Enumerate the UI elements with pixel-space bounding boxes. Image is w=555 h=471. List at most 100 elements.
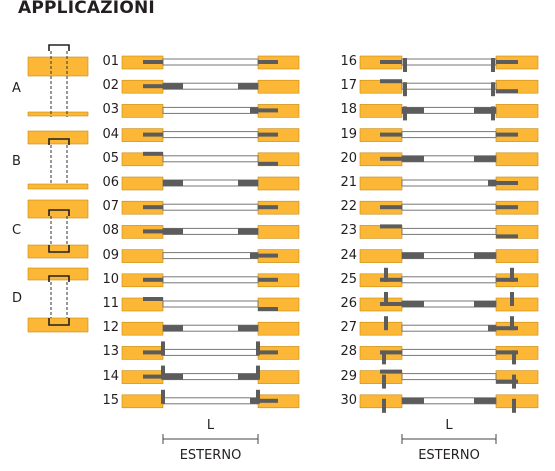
left-hinge-plate — [380, 79, 402, 84]
left-hinge-arm — [402, 107, 424, 114]
left-hinge-plate — [143, 151, 163, 156]
right-vertical-hinge — [510, 292, 514, 306]
left-hinge-arm — [402, 301, 424, 307]
right-frame-block — [495, 297, 539, 312]
left-dimension — [162, 434, 259, 444]
bottom-hinge-outline — [48, 318, 70, 326]
configuration-number: 01 — [102, 54, 119, 69]
door-panel — [401, 58, 497, 66]
right-frame-block — [257, 225, 300, 239]
door-panel — [401, 324, 497, 332]
configuration-number: 27 — [340, 320, 357, 336]
right-hinge-plate — [258, 350, 278, 355]
configuration-04 — [121, 128, 300, 142]
left-vertical-hinge — [161, 341, 165, 356]
door-panel — [401, 373, 497, 381]
left-hinge-plate — [380, 132, 402, 137]
configuration-number: 11 — [102, 296, 119, 311]
right-frame-block — [257, 79, 300, 94]
left-vertical-hinge — [161, 365, 165, 380]
right-hinge-plate — [496, 326, 518, 331]
left-frame-block — [359, 321, 403, 336]
left-hinge-plate — [143, 60, 163, 64]
page-title: APPLICAZIONI — [18, 0, 155, 18]
right-hinge-arm — [474, 397, 496, 404]
left-frame-block — [121, 394, 164, 409]
left-hinge-plate — [380, 156, 402, 161]
configuration-15 — [121, 389, 300, 409]
application-label-a: A — [12, 81, 21, 96]
dimension-label-left: L — [206, 418, 215, 433]
configuration-number: 21 — [340, 175, 357, 190]
left-frame-block — [359, 249, 403, 263]
door-panel — [401, 131, 497, 139]
right-hinge-plate — [496, 132, 518, 137]
left-hinge-plate — [380, 224, 402, 229]
configuration-number: 08 — [102, 223, 119, 239]
top-hinge-outline — [48, 275, 70, 282]
left-frame-block — [359, 176, 403, 191]
right-hinge-plate — [258, 205, 278, 210]
right-vertical-hinge — [512, 374, 516, 389]
left-vertical-hinge — [382, 350, 386, 365]
right-vertical-hinge — [512, 350, 516, 365]
right-frame-block — [495, 104, 539, 118]
right-vertical-hinge — [491, 106, 495, 121]
left-hinge-plate — [143, 297, 163, 301]
configuration-14 — [121, 365, 300, 384]
left-frame-block — [121, 104, 164, 118]
right-vertical-hinge — [512, 398, 516, 413]
door-panel — [162, 300, 259, 308]
application-type-c — [27, 199, 89, 259]
right-frame-block — [495, 249, 539, 263]
right-hinge-plate — [258, 253, 278, 258]
configuration-23 — [359, 224, 539, 239]
left-vertical-hinge — [403, 106, 407, 121]
left-vertical-hinge — [382, 374, 386, 389]
configuration-11 — [121, 297, 300, 312]
right-frame-block — [495, 394, 539, 409]
left-hinge-plate — [143, 84, 163, 89]
upper-frame — [27, 130, 89, 145]
left-hinge-arm — [163, 180, 183, 186]
right-hinge-plate — [258, 108, 278, 113]
configuration-30 — [359, 394, 539, 413]
left-hinge-plate — [380, 369, 402, 374]
configuration-number: 02 — [102, 78, 119, 94]
configuration-20 — [359, 152, 539, 167]
right-hinge-plate — [496, 350, 518, 355]
left-hinge-plate — [380, 350, 402, 355]
left-frame-block — [121, 249, 164, 263]
configuration-21 — [359, 176, 539, 191]
right-hinge-plate — [496, 60, 518, 64]
configuration-number: 30 — [340, 392, 357, 408]
left-vertical-hinge — [382, 398, 386, 413]
configuration-28 — [359, 346, 539, 365]
left-vertical-hinge — [161, 389, 165, 404]
right-hinge-plate — [496, 205, 518, 210]
right-hinge-arm — [238, 325, 258, 332]
door-panel — [162, 397, 259, 405]
door-panel — [162, 155, 259, 163]
right-hinge-arm — [474, 107, 496, 114]
configuration-27 — [359, 316, 539, 336]
bottom-hinge-outline — [48, 245, 70, 253]
right-hinge-arm — [474, 301, 496, 307]
configuration-number: 12 — [102, 320, 119, 336]
configuration-number: 09 — [102, 247, 119, 263]
right-vertical-hinge — [491, 82, 495, 97]
door-panel — [162, 348, 259, 356]
right-vertical-hinge — [491, 58, 495, 72]
left-hinge-arm — [402, 252, 424, 259]
side-label-left: ESTERNO — [179, 448, 242, 463]
application-label-c: C — [12, 223, 22, 238]
upper-frame — [27, 199, 89, 219]
left-vertical-hinge — [384, 316, 388, 331]
right-hinge-plate — [496, 379, 518, 384]
left-vertical-hinge — [403, 58, 407, 72]
configuration-number: 28 — [340, 344, 357, 360]
configuration-10 — [121, 273, 300, 288]
right-vertical-hinge — [510, 316, 514, 331]
configuration-number: 05 — [102, 150, 119, 166]
